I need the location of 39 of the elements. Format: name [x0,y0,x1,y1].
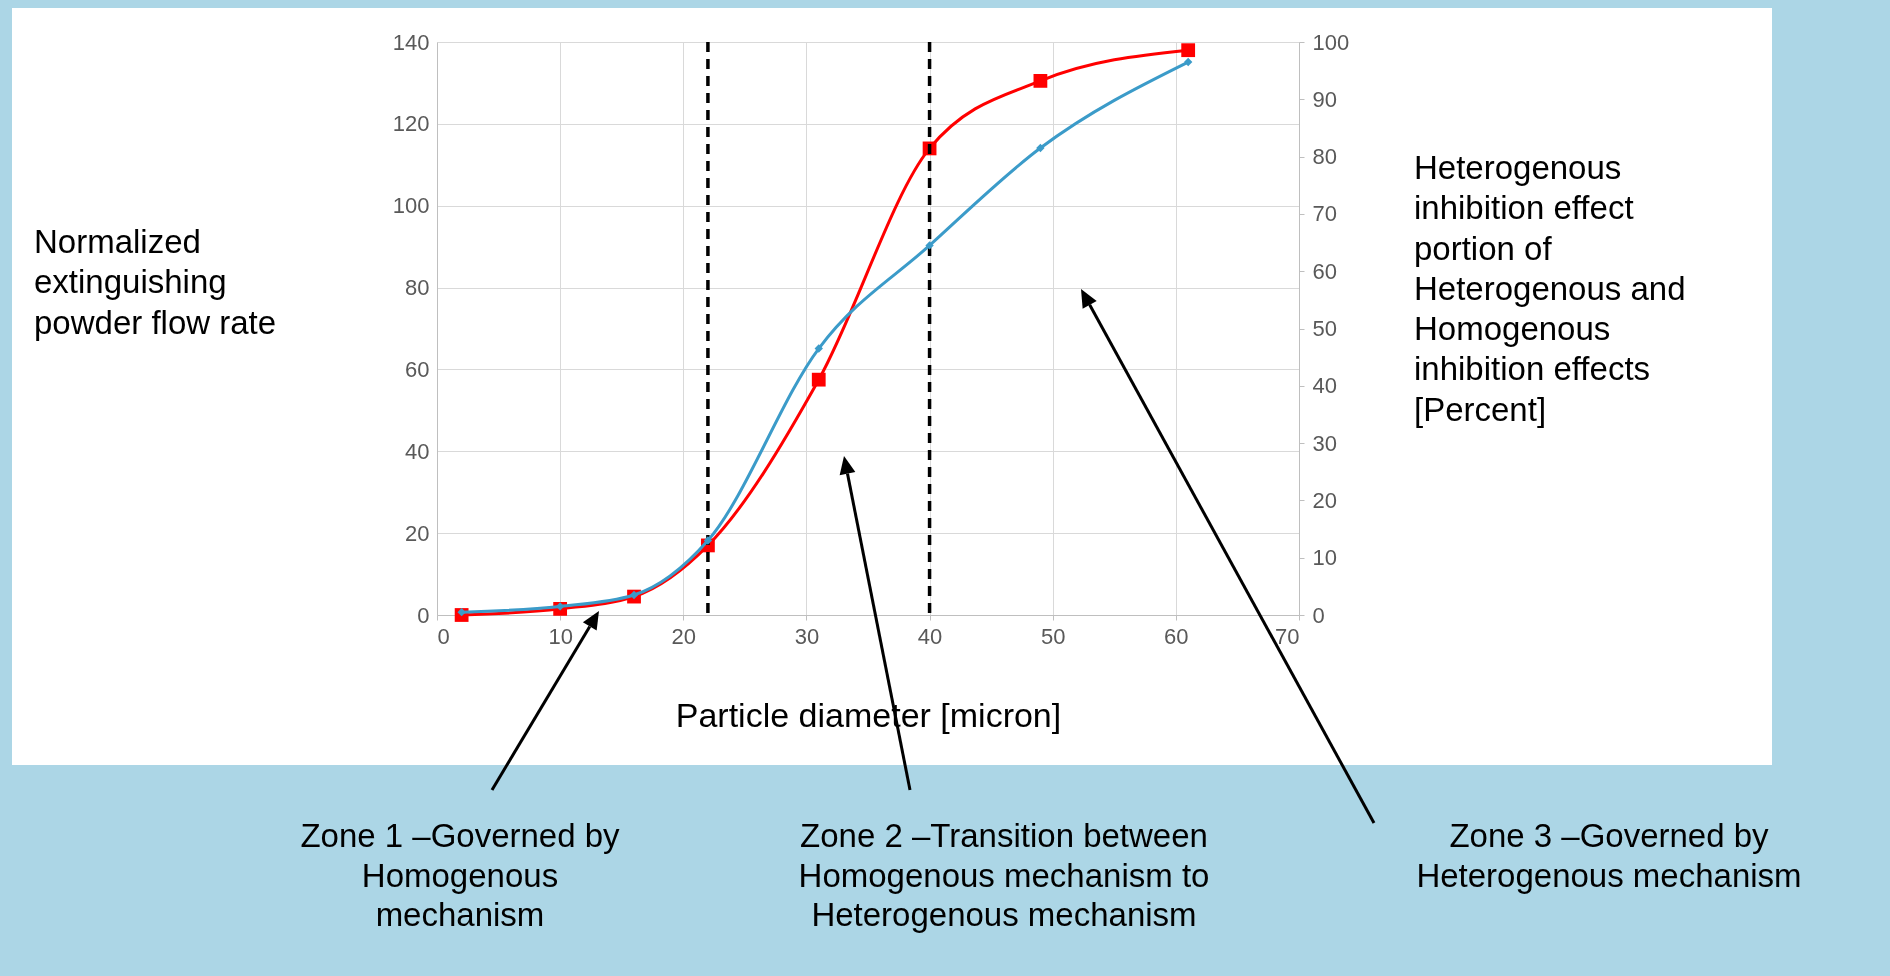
y2-axis-title: Heterogenous inhibition effect portion of Heterogenous and Homogenous inhibition effects [Percent] [1414,148,1687,430]
x-tick-label: 70 [1275,623,1300,649]
point [1036,143,1045,153]
y2-tick-label: 60 [1312,258,1337,284]
y2-tick-label: 100 [1312,29,1350,55]
point [1033,73,1048,88]
point [814,344,823,353]
text: Zone 2 –Transition between Homogenous mechanism to Heterogenous mechanism [797,816,1211,935]
point [811,372,826,387]
x-tick-label: 30 [794,623,820,649]
x-tick-label: 40 [917,623,943,649]
y2-tick-label: 10 [1312,545,1337,571]
y2-tick-label: 40 [1312,373,1337,399]
y-tick-label: 20 [405,520,430,546]
y-tick-label: 60 [405,356,430,382]
x-tick-label: 0 [437,623,450,649]
y2-tick-label: 20 [1312,487,1337,513]
point [1181,43,1196,58]
x-tick-label: 10 [548,623,573,649]
y2-tick-label: 50 [1312,316,1337,341]
y-tick-label: 40 [405,438,430,464]
x-tick-label: 60 [1164,623,1189,649]
point [925,241,934,250]
y-tick-label: 100 [392,193,430,219]
y2-tick-label: 30 [1312,430,1337,456]
y-tick-label: 0 [417,602,430,628]
y-axis-title: Normalized extinguishing powder flow rate [34,222,278,343]
text: Zone 3 –Governed by Heterogenous mechanism [1415,816,1803,896]
y-tick-label: 80 [405,275,430,301]
y2-tick-label: 80 [1312,144,1337,170]
text: Zone 1 –Governed by Homogenous mechanism [299,816,621,935]
y2-tick-label: 90 [1312,86,1337,112]
y-tick-label: 120 [392,111,430,137]
y2-tick-label: 0 [1312,602,1325,628]
point [1183,57,1193,67]
y-tick-label: 140 [392,29,430,55]
x-tick-label: 50 [1040,623,1066,649]
y2-tick-label: 70 [1312,201,1337,227]
x-tick-label: 20 [671,623,697,649]
